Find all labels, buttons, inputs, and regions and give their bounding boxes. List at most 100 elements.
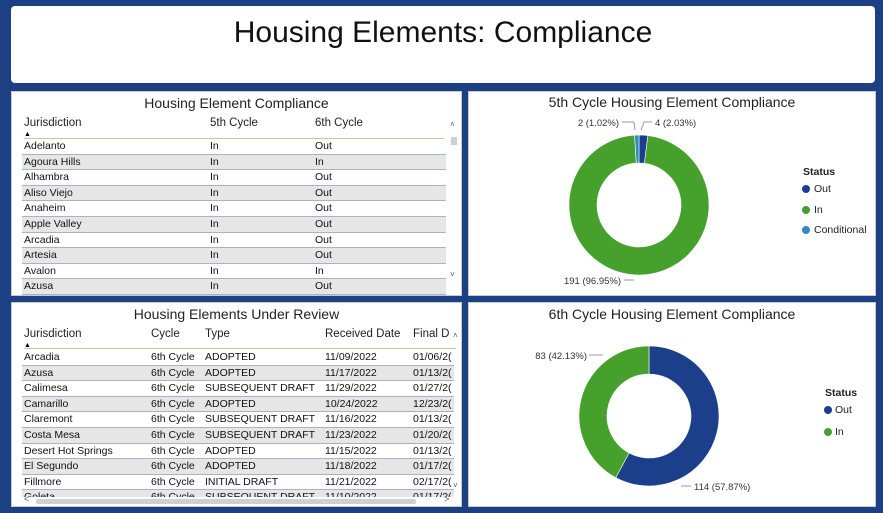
table-cell: Calimesa [24,382,68,395]
scroll-up-icon[interactable]: ˄ [450,120,455,129]
table-cell: Artesia [24,249,57,262]
column-header-jurisdiction[interactable]: Jurisdiction [24,117,82,129]
table-cell: 01/13/2( [413,366,452,379]
legend-item-out[interactable]: Out [824,404,852,416]
table-cell: Out [315,186,332,199]
table-cell: Aliso Viejo [24,186,73,199]
legend-marker-conditional [802,226,810,234]
table-cell: Alhambra [24,171,69,184]
scroll-left-icon[interactable]: ˂ [24,494,30,504]
fifth-cycle-donut [568,134,710,276]
scroll-up-icon[interactable]: ˄ [453,331,458,340]
column-header-jurisdiction[interactable]: Jurisdiction [24,328,82,340]
table-cell: 01/13/2( [413,413,452,426]
column-header-5th-cycle[interactable]: 5th Cycle [210,117,258,129]
donut-slice-in[interactable] [578,345,650,479]
legend-title: Status [803,166,835,178]
table-row[interactable]: El Segundo 6th Cycle ADOPTED 11/18/2022 01/1… [22,459,454,475]
header-divider [24,348,456,349]
table-row[interactable]: Azusa 6th Cycle ADOPTED 11/17/2022 01/13/2( [22,365,454,382]
sort-ascending-icon[interactable]: ▲ [24,131,31,138]
column-header-cycle[interactable]: Cycle [151,328,180,340]
column-header-6th-cycle[interactable]: 6th Cycle [315,117,363,129]
scroll-down-icon[interactable]: ˅ [453,481,458,490]
fifth-cycle-data-labels: 2 (1.02%) 4 (2.03%) 191 (96.95%) [564,118,696,287]
donut-slice-in[interactable] [568,134,710,276]
table-cell: 12/23/2( [413,397,452,410]
table-cell: In [210,186,219,199]
table-row[interactable]: Fillmore 6th Cycle INITIAL DRAFT 11/21/2022… [22,475,454,491]
table-row[interactable]: Avalon In In [22,264,446,280]
table-cell: In [210,218,219,230]
table-row[interactable]: Anaheim In Out [22,201,446,217]
donut-slice-out[interactable] [615,345,720,487]
table-cell: Out [315,233,332,246]
legend-item-in[interactable]: In [824,426,844,438]
review-table-body: Arcadia 6th Cycle ADOPTED 11/09/2022 01/06/2… [22,350,454,497]
table-cell: 01/20/2( [413,429,452,441]
review-table-horizontal-scrollbar[interactable]: ˂ ˃ [24,494,452,506]
scroll-right-icon[interactable]: ˃ [444,494,450,504]
table-cell: SUBSEQUENT DRAFT [205,429,316,441]
table-row[interactable]: Desert Hot Springs 6th Cycle ADOPTED 11/15/… [22,444,454,460]
dashboard-header: Housing Elements: Compliance [11,6,875,83]
table-cell: Out [315,202,332,215]
table-row[interactable]: Arcadia In Out [22,233,446,249]
table-cell: 02/17/2( [413,475,452,488]
table-cell: Costa Mesa [24,429,81,441]
table-cell: 01/17/2( [413,460,452,473]
review-table-vertical-scrollbar[interactable]: ˄ ˅ [453,331,461,491]
column-header-final-date[interactable]: Final D [413,328,450,340]
sixth-cycle-chart-title: 6th Cycle Housing Element Compliance [548,306,796,322]
table-row[interactable]: Costa Mesa 6th Cycle SUBSEQUENT DRAFT 11/23… [22,428,454,444]
legend-label-in: In [814,204,823,216]
donut-slice-conditional[interactable] [634,134,640,164]
table-row[interactable]: Artesia In Out [22,248,446,264]
table-cell: Out [315,140,332,152]
table-cell: Agoura Hills [24,155,81,168]
table-cell: ADOPTED [205,460,256,473]
column-header-type[interactable]: Type [205,328,230,340]
table-row[interactable]: Aliso Viejo In Out [22,185,446,202]
table-cell: Anaheim [24,202,66,215]
legend-marker-in [802,206,810,214]
table-row[interactable]: Camarillo 6th Cycle ADOPTED 10/24/2022 12/23… [22,396,454,413]
sixth-cycle-donut-chart: 83 (42.13%) 114 (57.87%) Status Out In [535,345,857,493]
scrollbar-thumb[interactable] [451,137,457,145]
table-cell: 6th Cycle [151,475,195,488]
table-cell: 01/17/2( [413,491,452,497]
legend-label-conditional: Conditional [814,224,867,236]
table-row[interactable]: Azusa In Out [22,279,446,295]
legend-item-out[interactable]: Out [802,183,831,195]
table-cell: 01/06/2( [413,351,452,363]
scroll-down-icon[interactable]: ˅ [450,270,455,279]
compliance-table-scrollbar[interactable]: ˄ ˅ [450,120,459,280]
table-cell: In [210,171,219,184]
table-cell: Goleta [24,491,55,497]
legend-item-in[interactable]: In [802,204,823,216]
legend-title: Status [825,387,857,399]
table-cell: 6th Cycle [151,429,195,441]
table-row[interactable]: Adelanto In Out [22,139,446,155]
table-cell: 6th Cycle [151,460,195,473]
data-label-out: 114 (57.87%) [694,482,750,493]
table-row[interactable]: Apple Valley In Out [22,217,446,233]
sort-ascending-icon[interactable]: ▲ [24,342,31,349]
legend-item-conditional[interactable]: Conditional [802,224,867,236]
table-cell: 11/17/2022 [325,366,377,379]
header-divider [24,138,444,139]
column-header-received-date[interactable]: Received Date [325,328,401,340]
legend-marker-out [802,185,810,193]
legend-marker-out [824,406,832,414]
table-row[interactable]: Goleta 6th Cycle SUBSEQUENT DRAFT 11/10/202… [22,490,454,497]
table-cell: 11/18/2022 [325,460,377,473]
horizontal-scrollbar-thumb[interactable] [36,499,416,504]
table-row[interactable]: Calimesa 6th Cycle SUBSEQUENT DRAFT 11/29/2… [22,381,454,397]
table-row[interactable]: Agoura Hills In In [22,154,446,171]
table-row[interactable]: Arcadia 6th Cycle ADOPTED 11/09/2022 01/06/2… [22,350,454,366]
legend-marker-in [824,428,832,436]
sixth-cycle-chart-panel: 6th Cycle Housing Element Compliance 83 … [468,302,876,507]
table-row[interactable]: Alhambra In Out [22,170,446,186]
table-row[interactable]: Claremont 6th Cycle SUBSEQUENT DRAFT 11/16/… [22,412,454,428]
table-cell: Avalon [24,264,56,277]
